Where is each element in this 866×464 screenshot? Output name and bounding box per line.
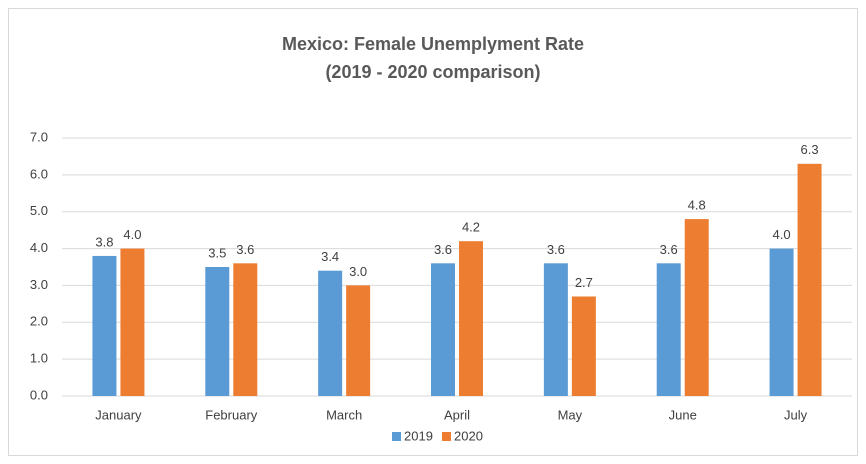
- bar: [571, 296, 596, 396]
- bar: [120, 248, 145, 396]
- data-label: 3.6: [236, 242, 254, 257]
- legend-swatch: [392, 432, 401, 441]
- data-label: 2.7: [575, 275, 593, 290]
- y-tick-label: 1.0: [30, 351, 48, 366]
- bar: [684, 219, 709, 396]
- data-label: 3.6: [434, 242, 452, 257]
- chart-subtitle: (2019 - 2020 comparison): [325, 62, 540, 82]
- data-label: 3.6: [547, 242, 565, 257]
- x-tick-label: May: [558, 407, 583, 422]
- data-label: 6.3: [801, 142, 819, 157]
- data-label: 4.8: [688, 198, 706, 213]
- y-tick-label: 4.0: [30, 240, 48, 255]
- x-tick-label: April: [444, 407, 470, 422]
- data-label: 4.0: [773, 227, 791, 242]
- x-tick-label: March: [326, 407, 362, 422]
- legend-swatch: [442, 432, 451, 441]
- chart-title: Mexico: Female Unemplyment Rate: [282, 34, 584, 54]
- y-tick-label: 6.0: [30, 166, 48, 181]
- y-tick-label: 2.0: [30, 314, 48, 329]
- bar: [769, 248, 794, 396]
- data-label: 3.4: [321, 249, 339, 264]
- data-label: 3.0: [349, 264, 367, 279]
- x-tick-label: January: [95, 407, 142, 422]
- bar: [656, 263, 681, 396]
- data-label: 4.2: [462, 220, 480, 235]
- bar: [797, 163, 822, 396]
- bar: [543, 263, 568, 396]
- x-tick-label: June: [669, 407, 697, 422]
- bar: [92, 255, 117, 396]
- data-label: 3.5: [208, 245, 226, 260]
- data-label: 3.8: [95, 234, 113, 249]
- legend-label: 2020: [454, 428, 483, 443]
- bar: [205, 267, 230, 396]
- y-tick-label: 3.0: [30, 277, 48, 292]
- y-tick-label: 7.0: [30, 129, 48, 144]
- bar: [431, 263, 455, 396]
- bar: [346, 285, 371, 396]
- x-tick-label: February: [205, 407, 258, 422]
- y-tick-label: 5.0: [30, 203, 48, 218]
- bar: [459, 241, 483, 396]
- legend-label: 2019: [404, 428, 433, 443]
- x-tick-label: July: [784, 407, 808, 422]
- bar: [233, 263, 258, 396]
- data-label: 4.0: [123, 227, 141, 242]
- y-tick-label: 0.0: [30, 387, 48, 402]
- data-label: 3.6: [660, 242, 678, 257]
- bar: [318, 270, 343, 396]
